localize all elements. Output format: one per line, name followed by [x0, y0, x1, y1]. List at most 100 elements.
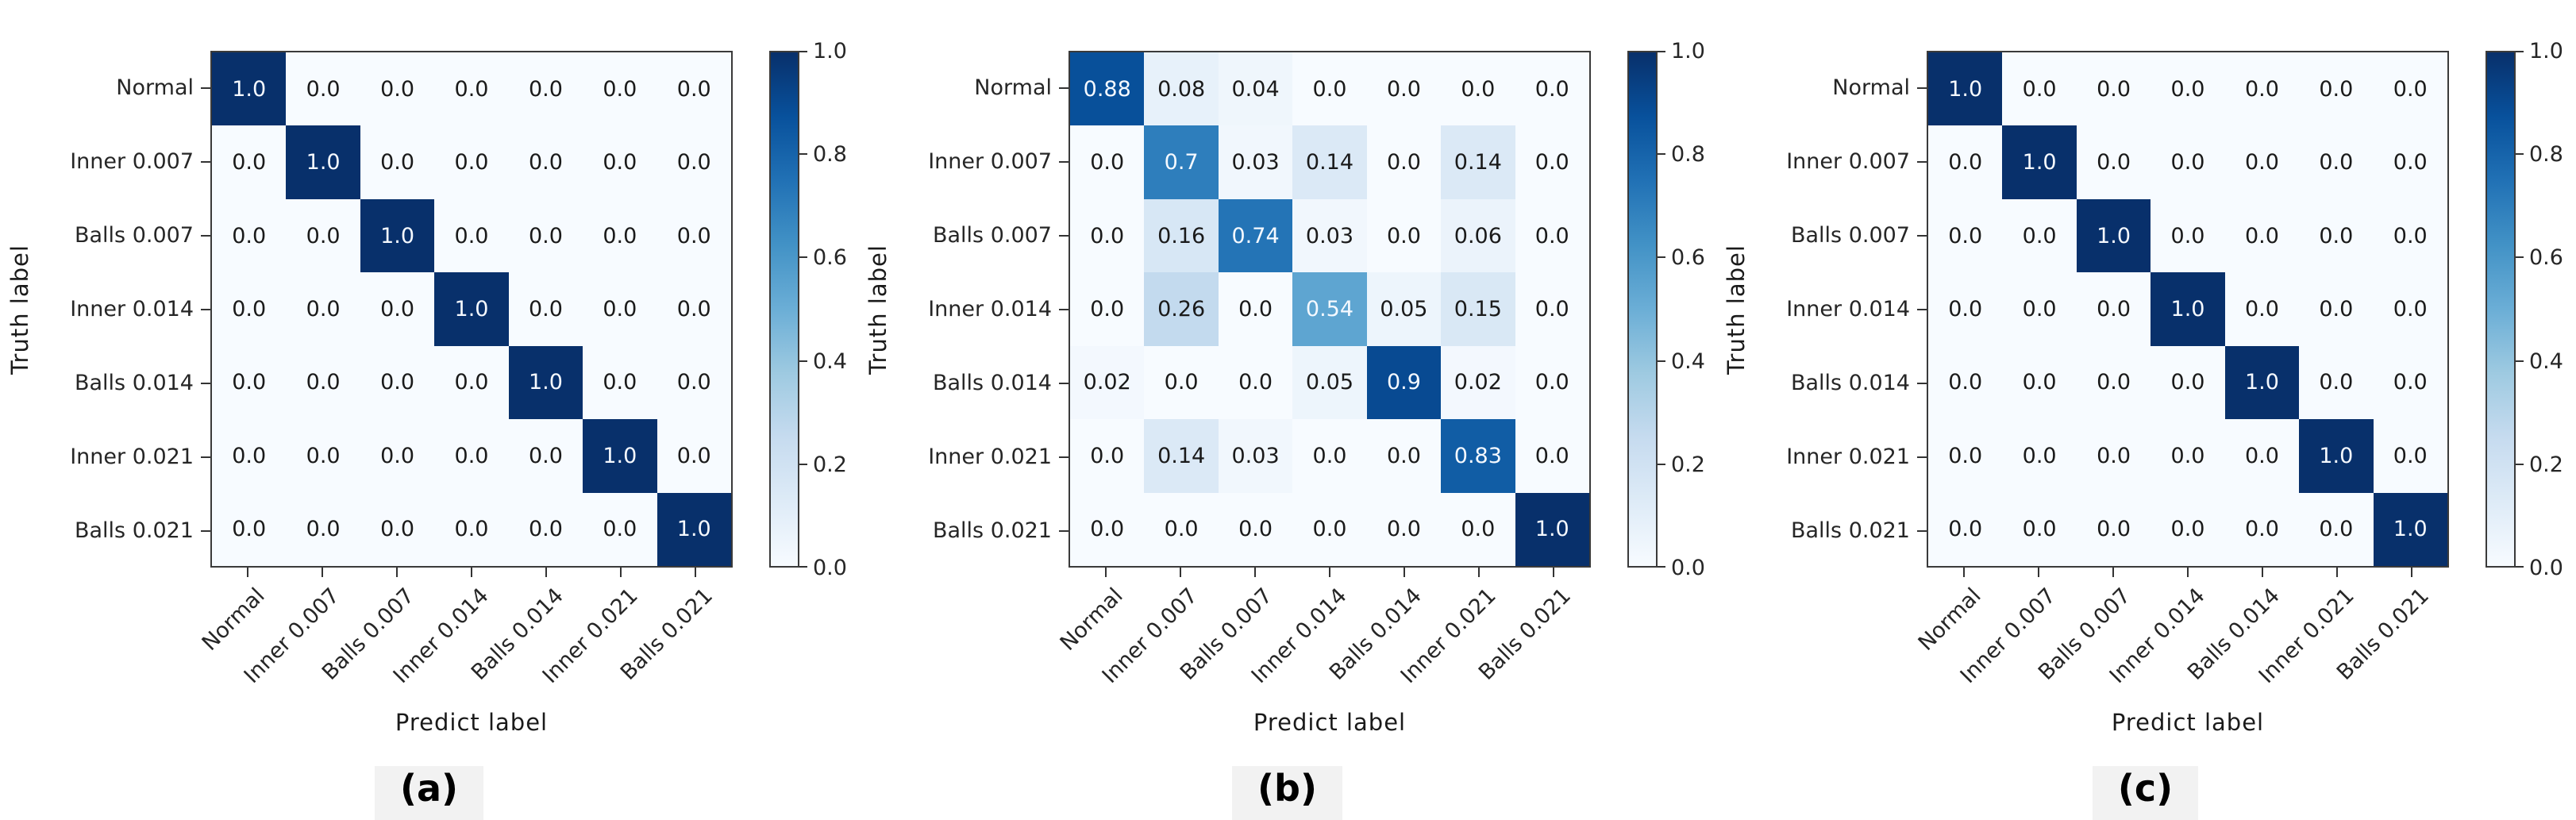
cell-value: 0.0 — [1534, 443, 1569, 468]
panel-caption: (a) — [374, 766, 484, 820]
heatmap-cell: 0.05 — [1292, 345, 1367, 420]
cell-value: 0.0 — [232, 223, 267, 248]
x-tick-mark — [1105, 568, 1107, 577]
colorbar-tick-label: 0.6 — [1671, 245, 1705, 271]
heatmap-cell: 0.0 — [657, 52, 731, 126]
cell-value: 0.0 — [1312, 517, 1347, 542]
x-axis-tick-labels: Normal Inner 0.007 Balls 0.007 Inner 0.014 B… — [1914, 568, 2449, 709]
heatmap-cell: 0.0 — [2076, 272, 2151, 346]
heatmap-cell: 0.0 — [286, 345, 360, 420]
heatmap-cell: 1.0 — [434, 272, 509, 346]
x-axis-title-area: Predict label — [1927, 709, 2449, 747]
colorbar-gradient — [769, 51, 799, 568]
heatmap-cell: 0.0 — [2224, 492, 2300, 566]
heatmap-cell: 0.0 — [1218, 492, 1293, 566]
cell-value: 0.0 — [2170, 76, 2205, 102]
cell-value: 0.0 — [2170, 443, 2205, 468]
heatmap-cell: 0.54 — [1292, 272, 1367, 346]
cell-value: 0.0 — [528, 296, 563, 321]
cell-value: 0.26 — [1157, 296, 1206, 321]
heatmap-cell: 0.0 — [1218, 272, 1293, 346]
heatmap-cell: 0.0 — [1292, 52, 1367, 126]
cell-value: 0.0 — [232, 296, 267, 321]
heatmap-cell: 0.0 — [583, 345, 657, 420]
cell-value: 0.0 — [1090, 443, 1125, 468]
x-tick-mark — [1404, 568, 1405, 577]
cell-value: 0.0 — [676, 370, 711, 395]
x-label-text: Normal — [197, 583, 270, 656]
heatmap-cell: 0.0 — [2373, 125, 2447, 199]
cell-value: 1.0 — [380, 223, 415, 248]
heatmap-cell: 0.0 — [657, 272, 731, 346]
row-label: Balls 0.021 — [40, 494, 210, 568]
heatmap-cell: 0.88 — [1070, 52, 1145, 126]
cell-value: 0.0 — [1534, 76, 1569, 102]
colorbar-tick-label: 0.0 — [813, 556, 847, 580]
heatmap-cell: 0.02 — [1441, 345, 1515, 420]
row-label: Inner 0.021 — [1756, 420, 1927, 494]
colorbar-tick-label: 1.0 — [2529, 39, 2563, 64]
y-tick-mark — [1917, 308, 1927, 310]
heatmap-cell: 0.0 — [212, 198, 287, 273]
heatmap-cell: 1.0 — [212, 52, 287, 126]
heatmap-cell: 0.0 — [583, 52, 657, 126]
heatmap-cell: 0.74 — [1218, 198, 1293, 273]
heatmap-cell: 0.7 — [1144, 125, 1219, 199]
heatmap-cell: 1.0 — [1515, 492, 1589, 566]
cell-value: 0.0 — [1534, 296, 1569, 321]
y-tick-mark — [1059, 456, 1069, 458]
heatmap-cell: 0.0 — [1928, 272, 2003, 346]
colorbar-tick-label: 0.0 — [1671, 556, 1705, 580]
caption-row: (a) — [0, 766, 858, 820]
heatmap-cell: 0.0 — [360, 492, 435, 566]
heatmap-cell: 0.0 — [1144, 345, 1219, 420]
cell-value: 0.0 — [454, 223, 489, 248]
cell-value: 0.0 — [2393, 76, 2428, 102]
row-label: Inner 0.021 — [40, 420, 210, 494]
heatmap-cell: 0.0 — [583, 492, 657, 566]
x-tick-mark — [247, 568, 248, 577]
cell-value: 0.02 — [1454, 370, 1502, 395]
y-tick-mark — [1917, 529, 1927, 532]
cell-value: 0.0 — [2244, 296, 2279, 321]
colorbar-tick-label: 0.6 — [2529, 245, 2563, 271]
heatmap-cell: 0.0 — [1070, 272, 1145, 346]
x-axis-title: Predict label — [1253, 709, 1407, 736]
heatmap-cell: 0.0 — [360, 125, 435, 199]
heatmap-cell: 0.0 — [2002, 52, 2077, 126]
x-tick-mark — [2336, 568, 2338, 577]
cell-value: 0.0 — [2244, 76, 2279, 102]
heatmap-cell: 0.0 — [434, 492, 509, 566]
cell-value: 0.0 — [2022, 296, 2057, 321]
cell-value: 0.0 — [306, 223, 341, 248]
x-tick-mark — [322, 568, 323, 577]
heatmap-cell: 0.0 — [212, 419, 287, 493]
heatmap-cell: 1.0 — [1928, 52, 2003, 126]
cell-value: 0.0 — [2170, 370, 2205, 395]
row-label-text: Inner 0.014 — [1786, 297, 1910, 321]
colorbar-tick-label: 0.8 — [1671, 142, 1705, 167]
row-label-text: Inner 0.021 — [1786, 445, 1910, 469]
row-label: Inner 0.007 — [40, 125, 210, 198]
row-label-text: Balls 0.007 — [1790, 223, 1910, 248]
heatmap-cell: 0.0 — [2002, 419, 2077, 493]
cell-value: 0.03 — [1231, 150, 1280, 175]
cell-value: 0.54 — [1305, 296, 1354, 321]
cell-value: 0.0 — [2097, 296, 2131, 321]
heatmap-cell: 0.0 — [2151, 198, 2225, 273]
cell-value: 0.0 — [1238, 370, 1273, 395]
heatmap-cell: 0.0 — [1441, 492, 1515, 566]
cell-value: 0.0 — [1534, 370, 1569, 395]
cell-value: 1.0 — [306, 150, 341, 175]
colorbar-tick-mark — [799, 153, 807, 156]
cell-value: 0.05 — [1305, 370, 1354, 395]
y-tick-mark — [1059, 160, 1069, 163]
heatmap-cell: 0.0 — [2002, 272, 2077, 346]
x-label-text: Normal — [1913, 583, 1986, 656]
heatmap-cell: 0.0 — [508, 272, 583, 346]
colorbar-tick-mark — [1658, 256, 1665, 259]
y-axis-title: Truth label — [6, 244, 34, 375]
colorbar-gradient — [1627, 51, 1658, 568]
cell-value: 0.0 — [454, 370, 489, 395]
x-tick-mark — [2038, 568, 2039, 577]
